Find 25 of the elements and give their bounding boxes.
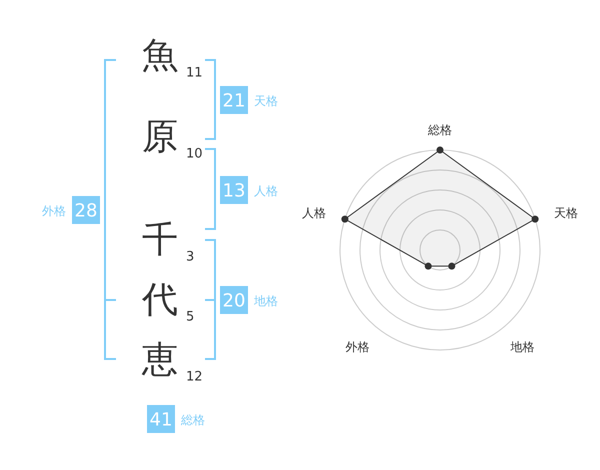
name-character: 恵 (142, 340, 178, 380)
data-label: 5 (186, 310, 194, 324)
data-label: 20 (222, 290, 246, 312)
name-character: 千 (142, 220, 178, 260)
data-label: 12 (186, 370, 203, 384)
name-character: 魚 (142, 36, 178, 76)
data-label: 11 (186, 66, 203, 80)
category-label: 地格 (253, 294, 278, 308)
name-character: 代 (142, 280, 178, 320)
spoke-label: 地格 (510, 340, 535, 354)
name-character: 原 (142, 116, 178, 158)
spoke-label: 総格 (427, 123, 452, 137)
data-label: 10 (186, 146, 203, 162)
spoke-label: 外格 (345, 340, 370, 354)
data-label: 13 (222, 180, 246, 202)
category-label: 人格 (254, 184, 278, 198)
data-label: 28 (74, 200, 98, 222)
data-label: 3 (186, 250, 194, 264)
spoke-label: 人格 (302, 206, 326, 220)
category-label: 総格 (180, 413, 205, 427)
category-label: 外格 (42, 204, 66, 218)
category-label: 天格 (254, 94, 278, 108)
spoke-label: 天格 (554, 206, 578, 220)
data-label: 21 (222, 90, 246, 112)
data-label: 41 (150, 410, 172, 430)
